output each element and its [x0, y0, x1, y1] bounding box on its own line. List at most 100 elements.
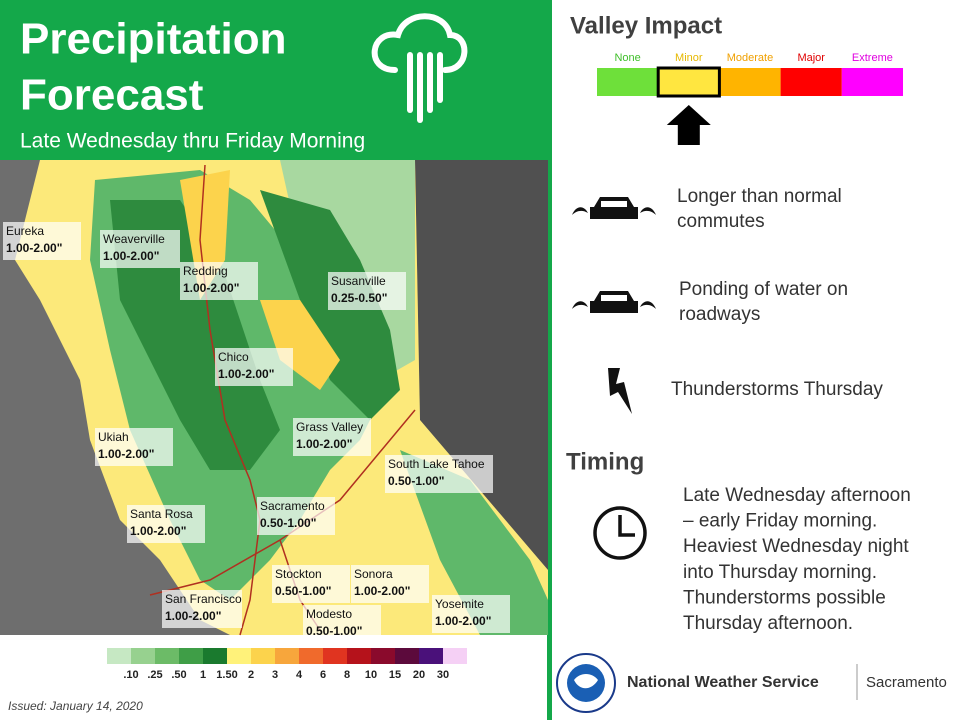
- map-label: Eureka 1.00-2.00": [3, 222, 81, 260]
- timing-line: into Thursday morning.: [683, 562, 877, 583]
- amount: 1.00-2.00": [98, 447, 154, 461]
- nevada: [415, 160, 548, 570]
- legend-label: 4: [296, 669, 303, 681]
- amount: 1.00-2.00": [183, 281, 239, 295]
- rain-icon: [371, 13, 468, 123]
- map-label: Yosemite 1.00-2.00": [432, 595, 510, 633]
- legend-swatch: [179, 648, 203, 664]
- legend-label: 30: [437, 669, 449, 681]
- amount: 1.00-2.00": [218, 367, 274, 381]
- legend-swatch: [203, 648, 227, 664]
- place-name: Grass Valley: [296, 420, 363, 434]
- map: Eureka1.00-2.00"Weaverville1.00-2.00"Red…: [0, 160, 548, 643]
- legend-swatch: [107, 648, 131, 664]
- place-name: Modesto: [306, 607, 352, 621]
- header-band: [0, 0, 548, 160]
- legend: .10 .25 .50 1 1.50 2 3 4 6 8 10 15 20 30: [107, 648, 467, 681]
- amount: 1.00-2.00": [354, 584, 410, 598]
- issued: Issued: January 14, 2020: [8, 699, 143, 713]
- place-name: Sacramento: [260, 499, 325, 513]
- legend-label: 2: [248, 669, 254, 681]
- label-box: [432, 595, 510, 633]
- amount: 1.00-2.00": [130, 524, 186, 538]
- map-label: Stockton 0.50-1.00": [272, 565, 350, 603]
- label-box: [100, 230, 180, 268]
- legend-label: 8: [344, 669, 350, 681]
- lightning-icon: [608, 368, 632, 414]
- legend-swatch: [227, 648, 251, 664]
- legend-label: 20: [413, 669, 425, 681]
- label-box: [303, 605, 381, 643]
- label-box: [272, 565, 350, 603]
- map-label: Sacramento 0.50-1.00": [257, 497, 335, 535]
- amount: 1.00-2.00": [165, 609, 221, 623]
- map-label: Redding 1.00-2.00": [180, 262, 258, 300]
- label-box: [293, 418, 371, 456]
- legend-label: 6: [320, 669, 326, 681]
- amount: 0.50-1.00": [388, 474, 444, 488]
- legend-label: 10: [365, 669, 377, 681]
- timing-line: – early Friday morning.: [683, 511, 877, 532]
- legend-swatch: [299, 648, 323, 664]
- impact-scale: None Minor Moderate Major Extreme: [597, 52, 903, 145]
- amount: 1.00-2.00": [296, 437, 352, 451]
- impact-level: None: [614, 52, 640, 64]
- impact-text: commutes: [677, 211, 765, 232]
- legend-swatch: [323, 648, 347, 664]
- place-name: Chico: [218, 350, 249, 364]
- title: Precipitation: [20, 15, 287, 64]
- impact-arrow: [666, 105, 711, 145]
- map-labels: Eureka1.00-2.00"Weaverville1.00-2.00"Red…: [3, 222, 510, 643]
- impact-level: Major: [797, 52, 825, 64]
- legend-label: .10: [123, 669, 138, 681]
- map-label: Santa Rosa 1.00-2.00": [127, 505, 205, 543]
- label-box: [95, 428, 173, 466]
- legend-swatch: [419, 648, 443, 664]
- place-name: South Lake Tahoe: [388, 457, 485, 471]
- impact-bar: [841, 68, 903, 96]
- precip-area: [400, 450, 548, 635]
- map-label: Weaverville 1.00-2.00": [100, 230, 180, 268]
- legend-swatch: [251, 648, 275, 664]
- impact-text: Longer than normal: [677, 186, 842, 207]
- label-box: [180, 262, 258, 300]
- agency: National Weather Service: [627, 674, 819, 691]
- amount: 1.00-2.00": [103, 249, 159, 263]
- impact-bar: [780, 68, 842, 96]
- map-label: Susanville 0.25-0.50": [328, 272, 406, 310]
- label-box: [351, 565, 429, 603]
- amount: 1.00-2.00": [6, 241, 62, 255]
- legend-label: .25: [147, 669, 162, 681]
- selected-box: [656, 66, 721, 98]
- legend-swatch: [347, 648, 371, 664]
- legend-swatch: [275, 648, 299, 664]
- label-box: [215, 348, 293, 386]
- place-name: Santa Rosa: [130, 507, 193, 521]
- precip-area: [260, 300, 340, 390]
- amount: 1.00-2.00": [435, 614, 491, 628]
- impact-bar: [658, 68, 720, 96]
- place-name: Stockton: [275, 567, 322, 581]
- place-name: San Francisco: [165, 592, 242, 606]
- splash: [572, 301, 656, 309]
- label-box: [328, 272, 406, 310]
- legend-swatch: [395, 648, 419, 664]
- place-name: Weaverville: [103, 232, 165, 246]
- map-label: Modesto 0.50-1.00": [303, 605, 381, 643]
- map-label: Chico 1.00-2.00": [215, 348, 293, 386]
- map-label: Sonora 1.00-2.00": [351, 565, 429, 603]
- label-box: [385, 455, 493, 493]
- timing-line: Thunderstorms possible: [683, 587, 886, 608]
- label-box: [127, 505, 205, 543]
- divider: [547, 0, 552, 720]
- label-box: [257, 497, 335, 535]
- amount: 0.50-1.00": [306, 624, 362, 638]
- car-window: [601, 295, 627, 301]
- place-name: Redding: [183, 264, 228, 278]
- legend-swatch: [371, 648, 395, 664]
- impact-text: Thunderstorms Thursday: [671, 379, 883, 400]
- amount: 0.25-0.50": [331, 291, 387, 305]
- place-name: Yosemite: [435, 597, 484, 611]
- car-icon: [572, 291, 656, 313]
